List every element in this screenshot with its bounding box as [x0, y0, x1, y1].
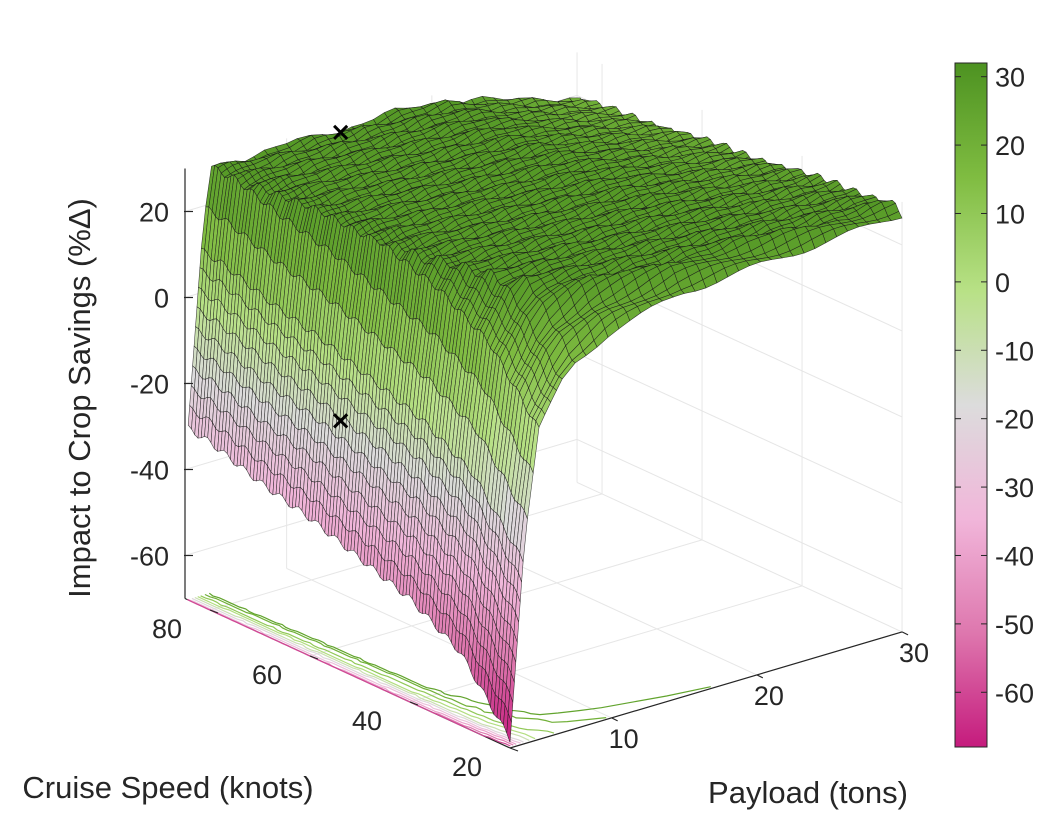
y-tick-label: 60: [252, 660, 282, 690]
colorbar-tick-label: -60: [995, 678, 1034, 708]
colorbar-tick-label: -40: [995, 541, 1034, 571]
contour-line: [194, 596, 530, 741]
markers: ××: [330, 118, 352, 436]
colorbar-tick-label: -30: [995, 473, 1034, 503]
surface: [187, 95, 903, 743]
x-tick-label: 20: [754, 681, 784, 711]
z-tick-label: 0: [154, 284, 169, 314]
floor-contours: [187, 592, 711, 747]
y-tick-label: 20: [452, 752, 482, 782]
colorbar-tick-label: 20: [995, 131, 1025, 161]
contour-line: [191, 597, 524, 743]
colorbar-tick-label: -50: [995, 610, 1034, 640]
y-tick-label: 80: [152, 614, 182, 644]
axis-ticks: -60 -40 -20 0 20 20 40 60 80 10 20 30: [130, 198, 929, 783]
z-tick-label: -60: [130, 542, 169, 572]
contour-line: [204, 593, 607, 723]
z-tick-label: -40: [130, 456, 169, 486]
contour-line: [187, 599, 511, 747]
x-axis-label: Payload (tons): [708, 775, 908, 810]
x-tick-label: 10: [609, 724, 639, 754]
x-tick-label: 30: [899, 638, 929, 668]
contour-line: [187, 599, 521, 744]
colorbar-tick-label: -10: [995, 336, 1034, 366]
colorbar-gradient: [954, 62, 988, 748]
z-tick-label: 20: [139, 198, 169, 228]
colorbar-tick-label: 30: [995, 63, 1025, 93]
marker: ×: [330, 406, 352, 436]
z-tick-label: -20: [130, 370, 169, 400]
contour-line: [200, 595, 555, 734]
z-axis-label: Impact to Crop Savings (%Δ): [62, 198, 97, 598]
marker: ×: [330, 118, 352, 148]
y-tick-label: 40: [352, 706, 382, 736]
surface-patch: [506, 713, 512, 743]
colorbar: 30 20 10 0 -10 -20 -30 -40 -50 -60: [954, 62, 1034, 748]
colorbar-tick-label: 0: [995, 268, 1010, 298]
contour-line: [197, 596, 536, 740]
colorbar-tick-label: -20: [995, 405, 1034, 435]
y-axis-label: Cruise Speed (knots): [22, 770, 313, 805]
colorbar-tick-label: 10: [995, 199, 1025, 229]
